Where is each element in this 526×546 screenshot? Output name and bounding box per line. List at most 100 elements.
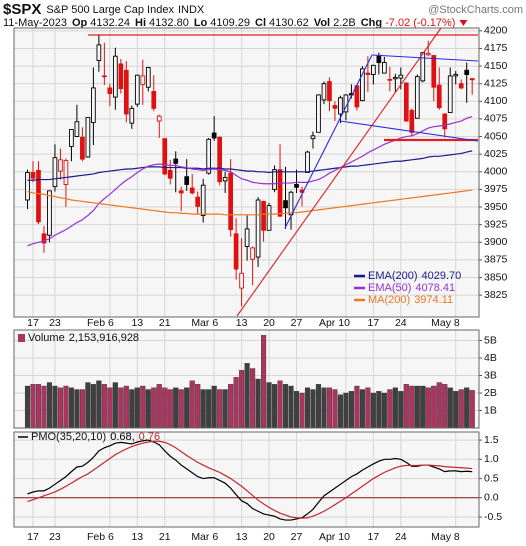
volume-bar (332, 389, 338, 429)
x-tick-label: 17 (368, 531, 380, 543)
x-tick-label: 13 (236, 317, 248, 329)
quote-label: Op (72, 17, 88, 29)
quote-value: -7.02 (-0.17%) (385, 17, 455, 29)
candle-body (145, 67, 151, 88)
y-tick-label: -0.5 (484, 511, 502, 523)
candle-body (47, 190, 52, 236)
x-tick-label: Feb 6 (87, 531, 114, 543)
candle-body (371, 64, 376, 75)
volume-bar (261, 335, 267, 429)
quote-label: Cl (255, 17, 266, 29)
x-tick-label: 13 (131, 317, 143, 329)
candle-body (469, 78, 475, 81)
quote-label: Vol (314, 17, 330, 29)
x-tick-label: 20 (263, 317, 275, 329)
volume-bar (354, 385, 360, 429)
moving-average-line (27, 150, 473, 181)
candle-body (118, 63, 124, 90)
volume-bar (464, 387, 470, 429)
y-tick-label: 3825 (484, 289, 508, 301)
candle-body (338, 97, 343, 115)
candle-body (129, 107, 135, 124)
candle-body (239, 272, 244, 289)
candle-body (184, 176, 190, 185)
volume-bar (63, 385, 69, 429)
candle-body (222, 176, 228, 182)
volume-bar (90, 384, 96, 429)
volume-bar (414, 385, 420, 429)
quote-line: 11-May-2023 Op 4132.24 Hi 4132.80 Lo 4109.29 Cl… (3, 17, 455, 29)
candle-body (403, 82, 409, 122)
volume-bar (348, 391, 354, 429)
candle-body (266, 205, 272, 231)
candle-body (140, 75, 146, 85)
x-tick-label: 20 (263, 531, 275, 543)
volume-bar (167, 389, 173, 429)
trend-lines (88, 27, 479, 317)
volume-bar (250, 368, 256, 429)
legend-name: MA(200) (368, 294, 410, 306)
volume-bar (151, 387, 157, 429)
y-tick-label: 3850 (484, 271, 508, 283)
volume-bar (266, 382, 272, 429)
volume-bar (233, 377, 239, 429)
candle-body (36, 169, 41, 223)
candle-body (447, 75, 453, 114)
candle-body (178, 190, 184, 194)
legend-value: 4029.70 (422, 270, 462, 282)
legend-name: EMA(200) (368, 270, 418, 282)
volume-bar (173, 387, 179, 429)
volume-bar (145, 389, 151, 429)
volume-bar (134, 387, 140, 429)
volume-bar (189, 380, 195, 429)
volume-bar (140, 385, 146, 429)
x-tick-label: 24 (395, 531, 407, 543)
x-tick-label: 27 (291, 531, 303, 543)
x-tick-label: 23 (49, 531, 61, 543)
legend-entry: EMA(200) 4029.70 (368, 270, 461, 282)
candle-body (189, 187, 195, 194)
volume-bar (359, 389, 365, 429)
trend-line (339, 120, 479, 142)
volume-bar (68, 387, 74, 429)
volume-bar (387, 389, 393, 429)
volume-bar (184, 387, 190, 429)
candle-body (134, 74, 140, 105)
candle-body (250, 247, 255, 260)
quote-label: Lo (194, 17, 208, 29)
panel-background (14, 432, 479, 527)
panel-border (13, 431, 480, 528)
volume-bar (304, 387, 311, 429)
x-tick-label: May 8 (431, 531, 460, 543)
x-tick-label: 23 (49, 317, 61, 329)
candle-body (30, 172, 36, 179)
panel-border (13, 27, 480, 318)
candle-body (162, 138, 168, 175)
candle-body (211, 132, 217, 139)
y-tick-label: 0.0 (484, 492, 499, 504)
volume-bar (211, 385, 217, 429)
y-tick-label: 1B (484, 404, 497, 416)
legend-name: EMA(50) (368, 282, 411, 294)
y-tick-label: 3900 (484, 236, 508, 248)
volume-bar (425, 387, 431, 429)
candle-body (436, 84, 442, 109)
candle-body (228, 172, 233, 231)
trend-line (284, 54, 373, 229)
candle-body (58, 159, 63, 172)
candle-body (294, 184, 299, 188)
volume-bar (217, 389, 223, 429)
volume-bar (79, 389, 85, 429)
x-tick-label: 13 (236, 531, 248, 543)
candle-body (305, 151, 310, 173)
candle-body (244, 228, 250, 247)
quote-value: 4109.29 (210, 17, 250, 29)
x-tick-label: 17 (27, 317, 39, 329)
volume-bar (112, 382, 118, 429)
legend-entry: MA(200) 3974.11 (368, 294, 453, 306)
volume-bar (277, 380, 283, 429)
candle-body (458, 83, 464, 89)
candle-body (107, 87, 113, 95)
